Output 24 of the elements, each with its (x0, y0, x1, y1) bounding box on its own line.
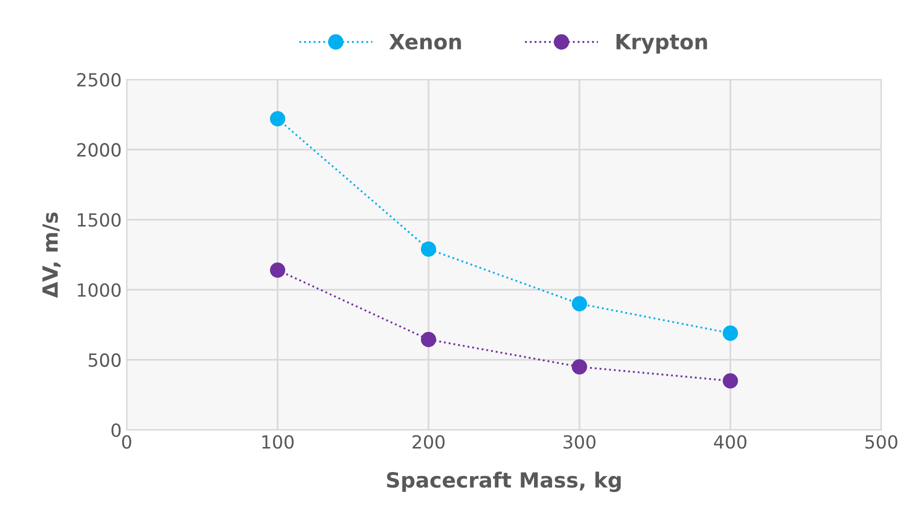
y-axis-title: ΔV, m/s (42, 212, 61, 298)
x-tick-label: 500 (865, 435, 898, 449)
point (420, 332, 436, 348)
x-tick-label: 200 (412, 435, 445, 449)
y-tick-label: 2000 (77, 143, 121, 157)
point (270, 111, 286, 126)
point (722, 326, 738, 341)
x-tick-label: 100 (262, 435, 294, 449)
y-tick-label: 2500 (77, 72, 121, 87)
x-tick-label: 400 (714, 435, 746, 449)
legend-label: Krypton (616, 34, 708, 54)
point (270, 262, 286, 278)
point (572, 296, 588, 312)
y-tick-label: 1000 (78, 283, 121, 297)
point (420, 241, 436, 257)
x-tick-label: 300 (564, 435, 596, 449)
point (572, 359, 588, 374)
y-tick-label: 0 (112, 423, 121, 438)
x-tick-label: 0 (122, 435, 132, 449)
x-axis-title: Spacecraft Mass, kg (387, 472, 621, 492)
y-tick-label: 500 (88, 353, 121, 367)
y-tick-label: 1500 (78, 213, 121, 227)
legend-label: Xenon (389, 34, 461, 50)
point (722, 373, 738, 388)
